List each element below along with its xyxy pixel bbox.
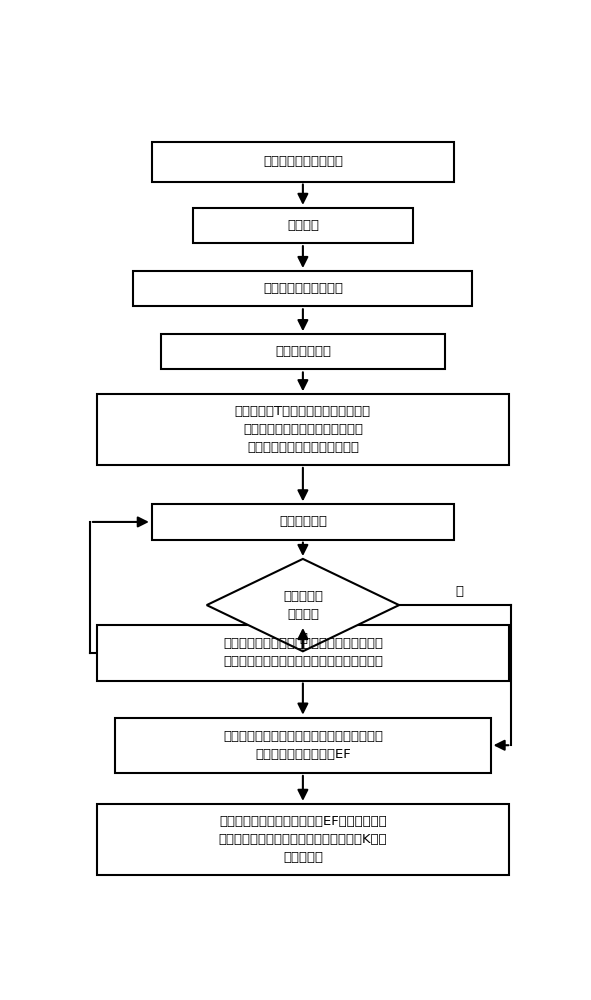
- FancyBboxPatch shape: [97, 804, 509, 875]
- FancyBboxPatch shape: [161, 334, 445, 369]
- Text: 搜集分子结构图数据集: 搜集分子结构图数据集: [263, 155, 343, 168]
- FancyBboxPatch shape: [134, 271, 472, 306]
- Text: 否: 否: [456, 585, 464, 598]
- Text: 数据增强: 数据增强: [287, 219, 319, 232]
- Text: 通过交叉、变异和选择产生下一代种群，解码
每个个体，获取其所表示的多视图融合网络。: 通过交叉、变异和选择产生下一代种群，解码 每个个体，获取其所表示的多视图融合网络…: [223, 637, 383, 668]
- Text: 演化次数小
于指定值: 演化次数小 于指定值: [283, 590, 323, 621]
- Polygon shape: [207, 559, 399, 651]
- FancyBboxPatch shape: [152, 142, 454, 182]
- FancyBboxPatch shape: [193, 208, 413, 243]
- Text: 给定待检索分子结构图，基于EF，利用检索方
式一或者二，输出检索库中与其最相似的K个分
子结构图。: 给定待检索分子结构图，基于EF，利用检索方 式一或者二，输出检索库中与其最相似的…: [219, 815, 387, 864]
- Text: 随机初始化T个个体，解码每个个体，
获取其所表示的多视图融合网络。
给定选择，交叉，变异的参数。: 随机初始化T个个体，解码每个个体， 获取其所表示的多视图融合网络。 给定选择，交…: [235, 405, 371, 454]
- Text: 提取多视图特征: 提取多视图特征: [275, 345, 331, 358]
- FancyBboxPatch shape: [115, 718, 491, 773]
- FancyBboxPatch shape: [97, 394, 509, 465]
- Text: 训练多视图特征提取器: 训练多视图特征提取器: [263, 282, 343, 295]
- Text: 计算适应度值: 计算适应度值: [279, 515, 327, 528]
- FancyBboxPatch shape: [97, 625, 509, 681]
- Text: 是: 是: [299, 632, 307, 645]
- FancyBboxPatch shape: [152, 504, 454, 540]
- Text: 选择最后一代种群中拥有最大适应度值的个体
对应的多视图融合网络EF: 选择最后一代种群中拥有最大适应度值的个体 对应的多视图融合网络EF: [223, 730, 383, 761]
